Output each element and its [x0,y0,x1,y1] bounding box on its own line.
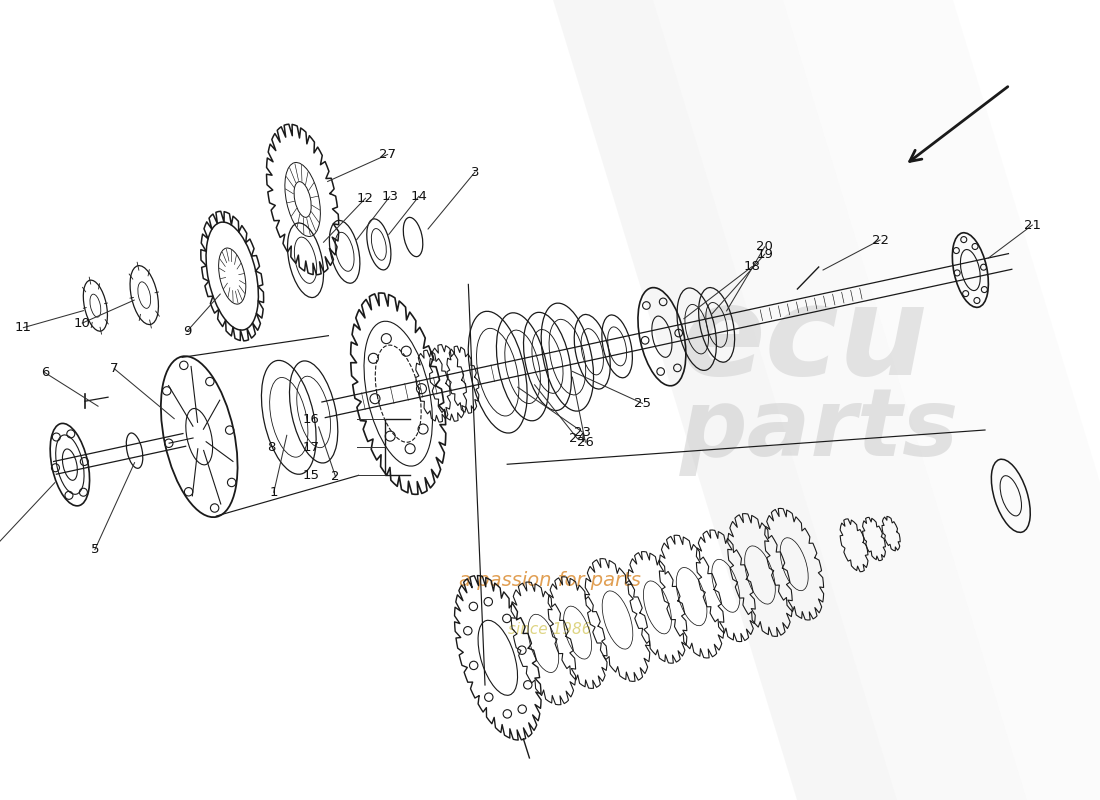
Text: 18: 18 [744,260,760,273]
Text: 6: 6 [41,366,50,379]
Text: 10: 10 [74,317,90,330]
Text: 11: 11 [15,321,32,334]
Polygon shape [650,0,1030,800]
Text: 8: 8 [267,441,276,454]
Text: 20: 20 [756,240,773,254]
Text: 14: 14 [410,190,427,203]
Text: 1: 1 [270,486,278,499]
Text: 13: 13 [381,190,398,203]
Text: 21: 21 [1024,218,1041,231]
Text: 2: 2 [331,470,340,483]
Text: ecu: ecu [680,279,928,401]
Text: 17: 17 [302,441,320,454]
Text: 24: 24 [569,432,586,446]
Text: parts: parts [680,384,959,476]
Text: 16: 16 [302,413,320,426]
Text: a passion for parts: a passion for parts [459,570,641,590]
Polygon shape [550,0,900,800]
Text: 5: 5 [90,543,99,556]
Text: 22: 22 [871,234,889,246]
Text: 15: 15 [302,469,320,482]
Text: 12: 12 [358,192,374,205]
Text: since 1986: since 1986 [508,622,592,638]
Text: 9: 9 [183,325,191,338]
Text: 26: 26 [576,436,594,449]
Text: 19: 19 [757,248,773,261]
Text: 23: 23 [574,426,591,438]
Text: 3: 3 [471,166,480,178]
Text: 7: 7 [110,362,119,375]
Text: 25: 25 [634,397,651,410]
Text: 27: 27 [379,148,396,161]
